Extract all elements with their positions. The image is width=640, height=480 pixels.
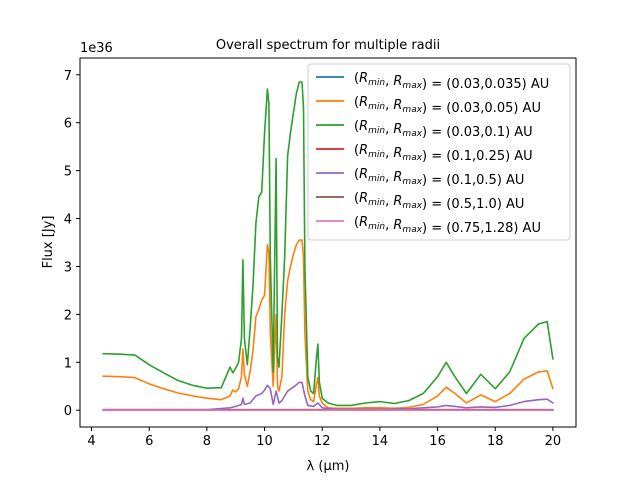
y-axis-label: Flux [Jy] <box>41 216 56 269</box>
y-tick-label: 7 <box>64 69 72 84</box>
legend-label-part: max <box>402 81 422 91</box>
legend-label-part: ( <box>354 215 359 230</box>
legend-label-part: R <box>359 71 368 86</box>
y-tick-label: 3 <box>64 260 72 275</box>
legend-label-part: ( <box>354 119 359 134</box>
legend-label: (Rmin, Rmax) = (0.03,0.035) AU <box>354 71 549 92</box>
legend-label-part: min <box>368 150 385 160</box>
legend-label-part: R <box>393 74 402 89</box>
legend-label-part: ) = (0.03,0.1) AU <box>422 125 533 140</box>
legend-label-part: ) = (0.03,0.035) AU <box>422 77 549 92</box>
legend-label-part: max <box>402 225 422 235</box>
legend-label-part: R <box>393 146 402 161</box>
y-tick-label: 5 <box>64 165 72 180</box>
legend-label-part: R <box>359 119 368 134</box>
legend-label-part: R <box>359 95 368 110</box>
x-tick-label: 16 <box>429 434 446 449</box>
legend-label-part: min <box>368 102 385 112</box>
y-tick-label: 2 <box>64 308 72 323</box>
legend-label-part: R <box>393 218 402 233</box>
legend-items: (Rmin, Rmax) = (0.03,0.035) AU(Rmin, Rma… <box>316 71 549 236</box>
x-axis-ticks: 4 6 8 10 12 14 16 18 20 <box>87 427 561 449</box>
series-layer <box>102 81 554 412</box>
legend-label-part: ) = (0.75,1.28) AU <box>422 221 541 236</box>
chart-title: Overall spectrum for multiple radii <box>216 38 440 53</box>
legend-label-part: max <box>402 129 422 139</box>
x-tick-label: 12 <box>314 434 331 449</box>
legend-label-part: ( <box>354 95 359 110</box>
x-tick-label: 14 <box>372 434 389 449</box>
legend-label: (Rmin, Rmax) = (0.1,0.5) AU <box>354 167 524 188</box>
x-tick-label: 4 <box>87 434 95 449</box>
x-axis-label: λ (μm) <box>307 459 350 474</box>
legend-label-part: ) = (0.03,0.05) AU <box>422 101 541 116</box>
legend-label: (Rmin, Rmax) = (0.03,0.1) AU <box>354 119 533 140</box>
legend-label-part: , <box>385 194 393 209</box>
legend-label-part: , <box>385 218 393 233</box>
y-axis-ticks: 0 1 2 3 4 5 6 7 <box>64 69 80 419</box>
legend-label: (Rmin, Rmax) = (0.1,0.25) AU <box>354 143 533 164</box>
y-tick-label: 4 <box>64 213 72 228</box>
legend-label-part: max <box>402 153 422 163</box>
plot-frame <box>79 57 577 428</box>
y-tick-label: 1 <box>64 356 72 371</box>
legend-label-part: min <box>368 126 385 136</box>
legend-label-part: , <box>385 98 393 113</box>
legend: (Rmin, Rmax) = (0.03,0.035) AU(Rmin, Rma… <box>307 63 571 241</box>
x-tick-label: 8 <box>203 434 211 449</box>
legend-label-part: , <box>385 146 393 161</box>
legend-label-part: max <box>402 201 422 211</box>
legend-label-part: R <box>359 167 368 182</box>
legend-label-part: R <box>359 215 368 230</box>
y-tick-label: 6 <box>64 117 72 132</box>
legend-label-part: max <box>402 177 422 187</box>
legend-label-part: min <box>368 174 385 184</box>
legend-label-part: R <box>359 191 368 206</box>
legend-label-part: min <box>368 198 385 208</box>
series-line-3 <box>102 81 554 407</box>
legend-box <box>307 63 571 241</box>
legend-label-part: , <box>385 122 393 137</box>
y-axis-offset-text: 1e36 <box>80 41 113 56</box>
legend-label-part: , <box>385 74 393 89</box>
legend-label-part: min <box>368 222 385 232</box>
x-tick-label: 18 <box>487 434 504 449</box>
legend-label: (Rmin, Rmax) = (0.5,1.0) AU <box>354 191 524 212</box>
legend-label-part: R <box>393 194 402 209</box>
legend-label: (Rmin, Rmax) = (0.75,1.28) AU <box>354 215 541 236</box>
legend-label-part: ) = (0.1,0.5) AU <box>422 173 524 188</box>
legend-label-part: R <box>393 170 402 185</box>
legend-label-part: R <box>393 122 402 137</box>
x-tick-label: 10 <box>256 434 273 449</box>
legend-label-part: ) = (0.1,0.25) AU <box>422 149 533 164</box>
legend-label-part: ) = (0.5,1.0) AU <box>422 197 524 212</box>
y-tick-label: 0 <box>64 404 72 419</box>
legend-label-part: ( <box>354 167 359 182</box>
legend-label-part: R <box>359 143 368 158</box>
legend-label-part: ( <box>354 71 359 86</box>
legend-label-part: ( <box>354 143 359 158</box>
legend-label-part: R <box>393 98 402 113</box>
legend-label-part: min <box>368 78 385 88</box>
x-tick-label: 20 <box>545 434 562 449</box>
series-line-5 <box>102 381 554 411</box>
legend-label: (Rmin, Rmax) = (0.03,0.05) AU <box>354 95 541 116</box>
legend-label-part: , <box>385 170 393 185</box>
legend-label-part: ( <box>354 191 359 206</box>
legend-label-part: max <box>402 105 422 115</box>
x-tick-label: 6 <box>145 434 153 449</box>
series-line-2 <box>102 239 554 410</box>
